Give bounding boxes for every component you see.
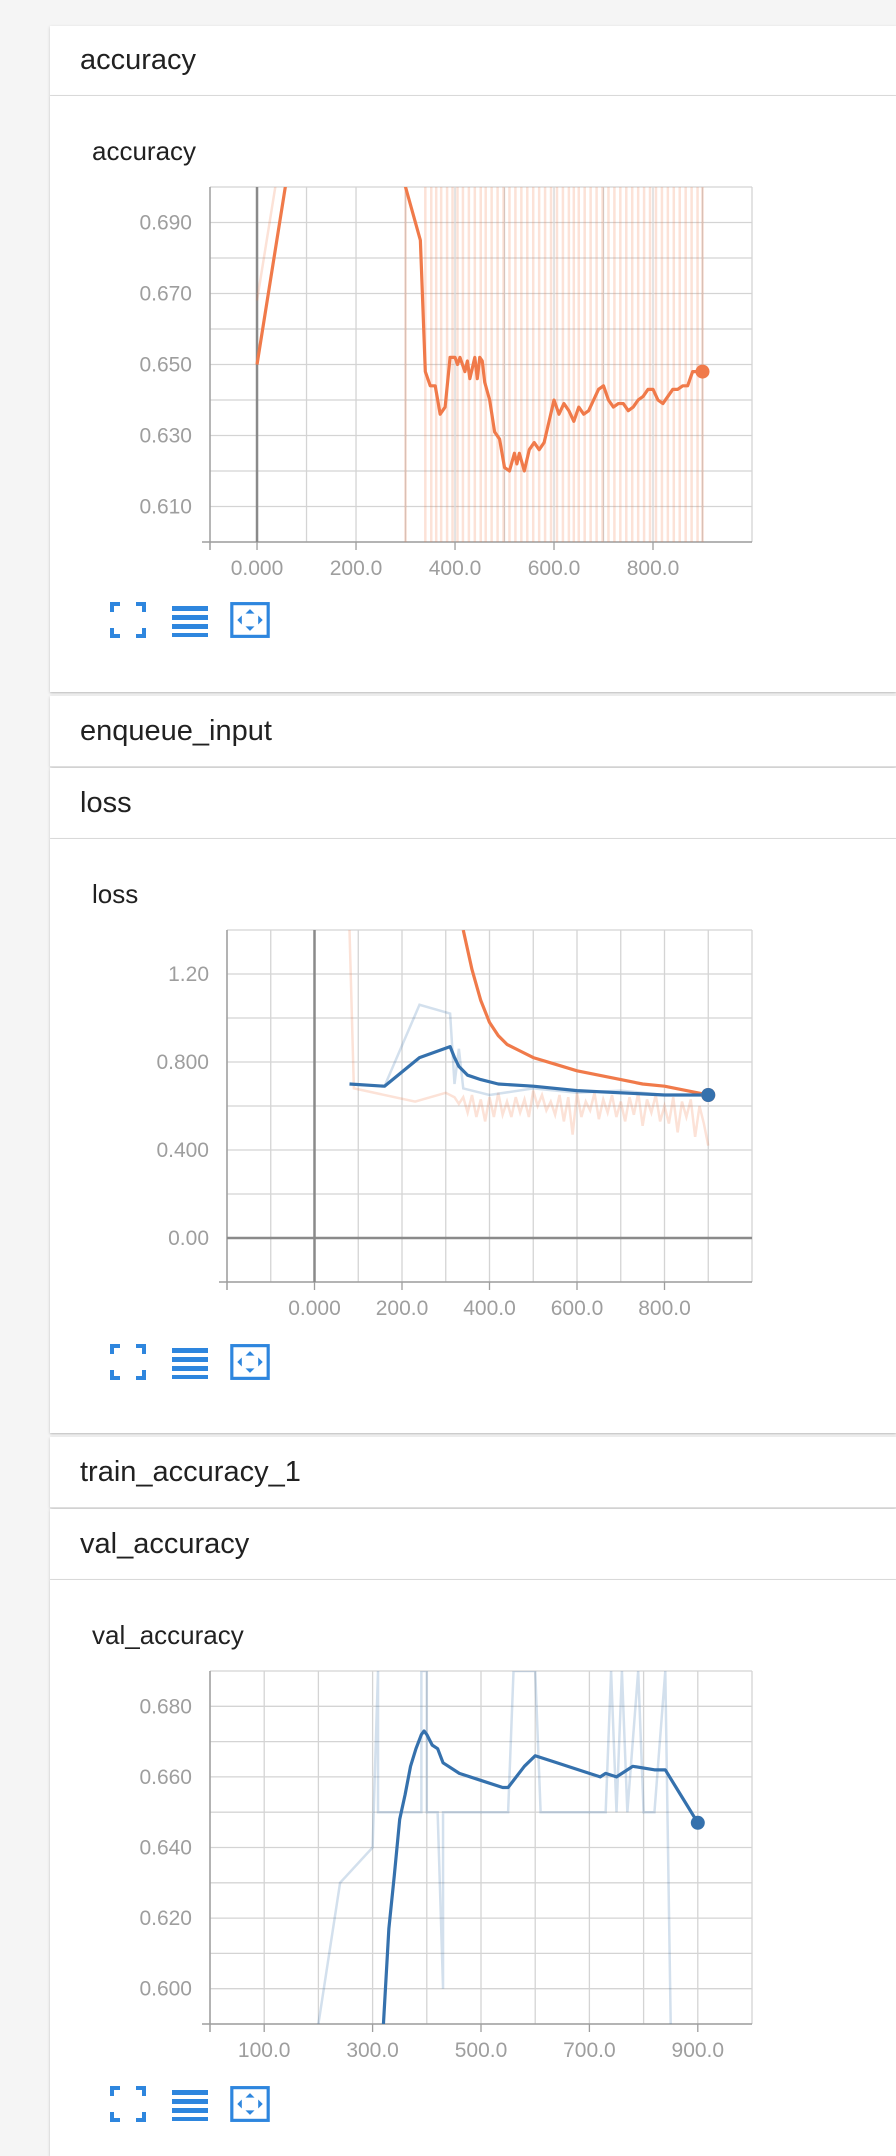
fit-to-screen-icon[interactable]	[108, 1342, 148, 1382]
chart-card-accuracy: accuracy	[50, 96, 896, 692]
y-tick-label: 0.800	[156, 1051, 209, 1074]
x-tick-label: 100.0	[238, 2039, 291, 2062]
x-tick-label: 800.0	[627, 557, 680, 580]
y-tick-label: 0.600	[139, 1978, 192, 2001]
section-title: val_accuracy	[80, 1528, 250, 1560]
y-tick-label: 0.680	[139, 1695, 192, 1718]
section-header-loss[interactable]: loss	[50, 768, 896, 839]
smoothed-series-line	[349, 1044, 709, 1097]
section-title: loss	[80, 787, 132, 819]
grid	[210, 186, 753, 543]
y-tick-label: 0.650	[139, 354, 192, 377]
x-tick-label: 200.0	[330, 557, 383, 580]
last-value-marker	[695, 364, 710, 379]
section-title: accuracy	[80, 44, 197, 76]
y-tick-label: 0.610	[139, 496, 192, 519]
toggle-log-scale-icon[interactable]	[170, 2084, 210, 2124]
y-tick-label: 0.00	[168, 1227, 209, 1250]
x-tick-label: 0.000	[231, 557, 284, 580]
loss-chart[interactable]: 0.000 200.0 400.0 600.0 800.0 0.00 0.400 0.800 1…	[0, 0, 896, 1430]
x-tick-label: 700.0	[563, 2039, 616, 2062]
y-tick-label: 0.630	[139, 425, 192, 448]
raw-series-line	[317, 1671, 672, 2024]
y-tick-label: 0.400	[156, 1139, 209, 1162]
last-value-marker	[690, 1815, 705, 1830]
fit-to-screen-icon[interactable]	[108, 600, 148, 640]
accuracy-chart[interactable]: 0.000 200.0 400.0 600.0 800.0 0.610 0.630 0.650…	[0, 0, 896, 690]
raw-series-line	[349, 1003, 709, 1097]
chart-card-loss: loss	[50, 839, 896, 1433]
x-tick-label: 0.000	[288, 1297, 341, 1320]
y-tick-label: 1.20	[168, 963, 209, 986]
section-title: enqueue_input	[80, 715, 272, 747]
section-title: train_accuracy_1	[80, 1456, 301, 1488]
smoothed-series-line	[381, 1729, 700, 2024]
left-gutter	[0, 0, 50, 2156]
raw-series-line	[255, 187, 277, 301]
chart-title: loss	[92, 879, 139, 909]
x-tick-label: 500.0	[455, 2039, 508, 2062]
chart-title: accuracy	[92, 136, 197, 166]
smoothed-series-line	[461, 930, 709, 1097]
smoothed-series-line	[255, 187, 703, 473]
fit-domain-icon[interactable]	[230, 600, 270, 640]
chart-card-val-accuracy: val_accuracy	[50, 1580, 896, 2156]
last-value-marker	[701, 1088, 716, 1102]
toggle-log-scale-icon[interactable]	[170, 600, 210, 640]
x-tick-label: 200.0	[376, 1297, 429, 1320]
x-tick-label: 800.0	[638, 1297, 691, 1320]
plot-area	[317, 1671, 700, 2024]
section-header-train-accuracy[interactable]: train_accuracy_1	[50, 1437, 896, 1508]
plot-area	[255, 187, 704, 542]
y-tick-label: 0.670	[139, 283, 192, 306]
toggle-log-scale-icon[interactable]	[170, 1342, 210, 1382]
y-tick-label: 0.620	[139, 1907, 192, 1930]
y-tick-label: 0.690	[139, 212, 192, 235]
x-tick-label: 300.0	[346, 2039, 399, 2062]
fit-domain-icon[interactable]	[230, 2084, 270, 2124]
section-header-accuracy[interactable]: accuracy	[50, 26, 896, 96]
section-header-val-accuracy[interactable]: val_accuracy	[50, 1509, 896, 1580]
fit-domain-icon[interactable]	[230, 1342, 270, 1382]
section-header-enqueue-input[interactable]: enqueue_input	[50, 696, 896, 767]
chart-title: val_accuracy	[92, 1620, 244, 1650]
fit-to-screen-icon[interactable]	[108, 2084, 148, 2124]
plot-area	[348, 930, 710, 1146]
raw-series-line	[348, 930, 710, 1146]
y-tick-label: 0.660	[139, 1766, 192, 1789]
x-tick-label: 400.0	[429, 557, 482, 580]
y-tick-label: 0.640	[139, 1837, 192, 1860]
x-tick-label: 400.0	[463, 1297, 516, 1320]
x-tick-label: 600.0	[551, 1297, 604, 1320]
x-tick-label: 600.0	[528, 557, 581, 580]
x-tick-label: 900.0	[672, 2039, 725, 2062]
